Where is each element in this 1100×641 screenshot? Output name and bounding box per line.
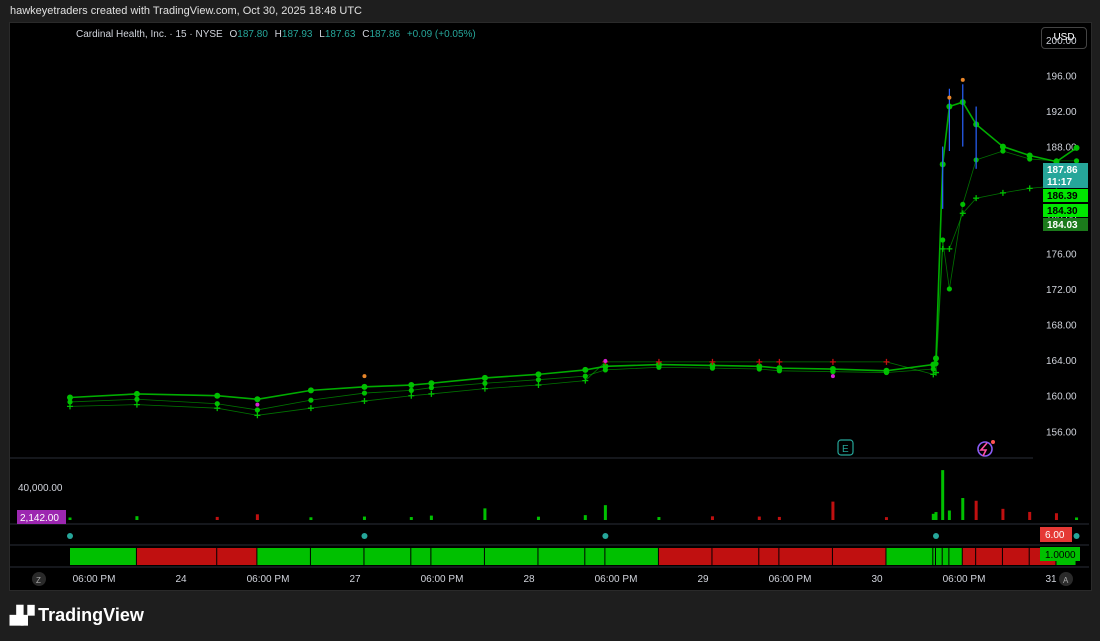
tradingview-logo[interactable]: ▟▞ TradingView (10, 605, 144, 626)
low-value: 187.63 (324, 29, 356, 40)
symbol-legend: Cardinal Health, Inc. · 15 · NYSE O187.8… (76, 29, 476, 40)
tradingview-mark-icon: ▟▞ (10, 605, 34, 625)
chart-caption: hawkeyetraders created with TradingView.… (10, 5, 362, 17)
open-value: 187.80 (237, 29, 268, 40)
symbol-title: Cardinal Health, Inc. · 15 · NYSE (76, 29, 223, 40)
currency-button[interactable]: USD (1041, 27, 1087, 49)
low-label: L (319, 29, 325, 40)
change-value: +0.09 (+0.05%) (406, 29, 476, 40)
tradingview-brand: TradingView (38, 605, 144, 625)
chart-frame (9, 22, 1092, 591)
high-value: 187.93 (281, 29, 313, 40)
open-label: O (229, 29, 238, 40)
high-label: H (274, 29, 282, 40)
close-value: 187.86 (369, 29, 401, 40)
close-label: C (362, 29, 370, 40)
